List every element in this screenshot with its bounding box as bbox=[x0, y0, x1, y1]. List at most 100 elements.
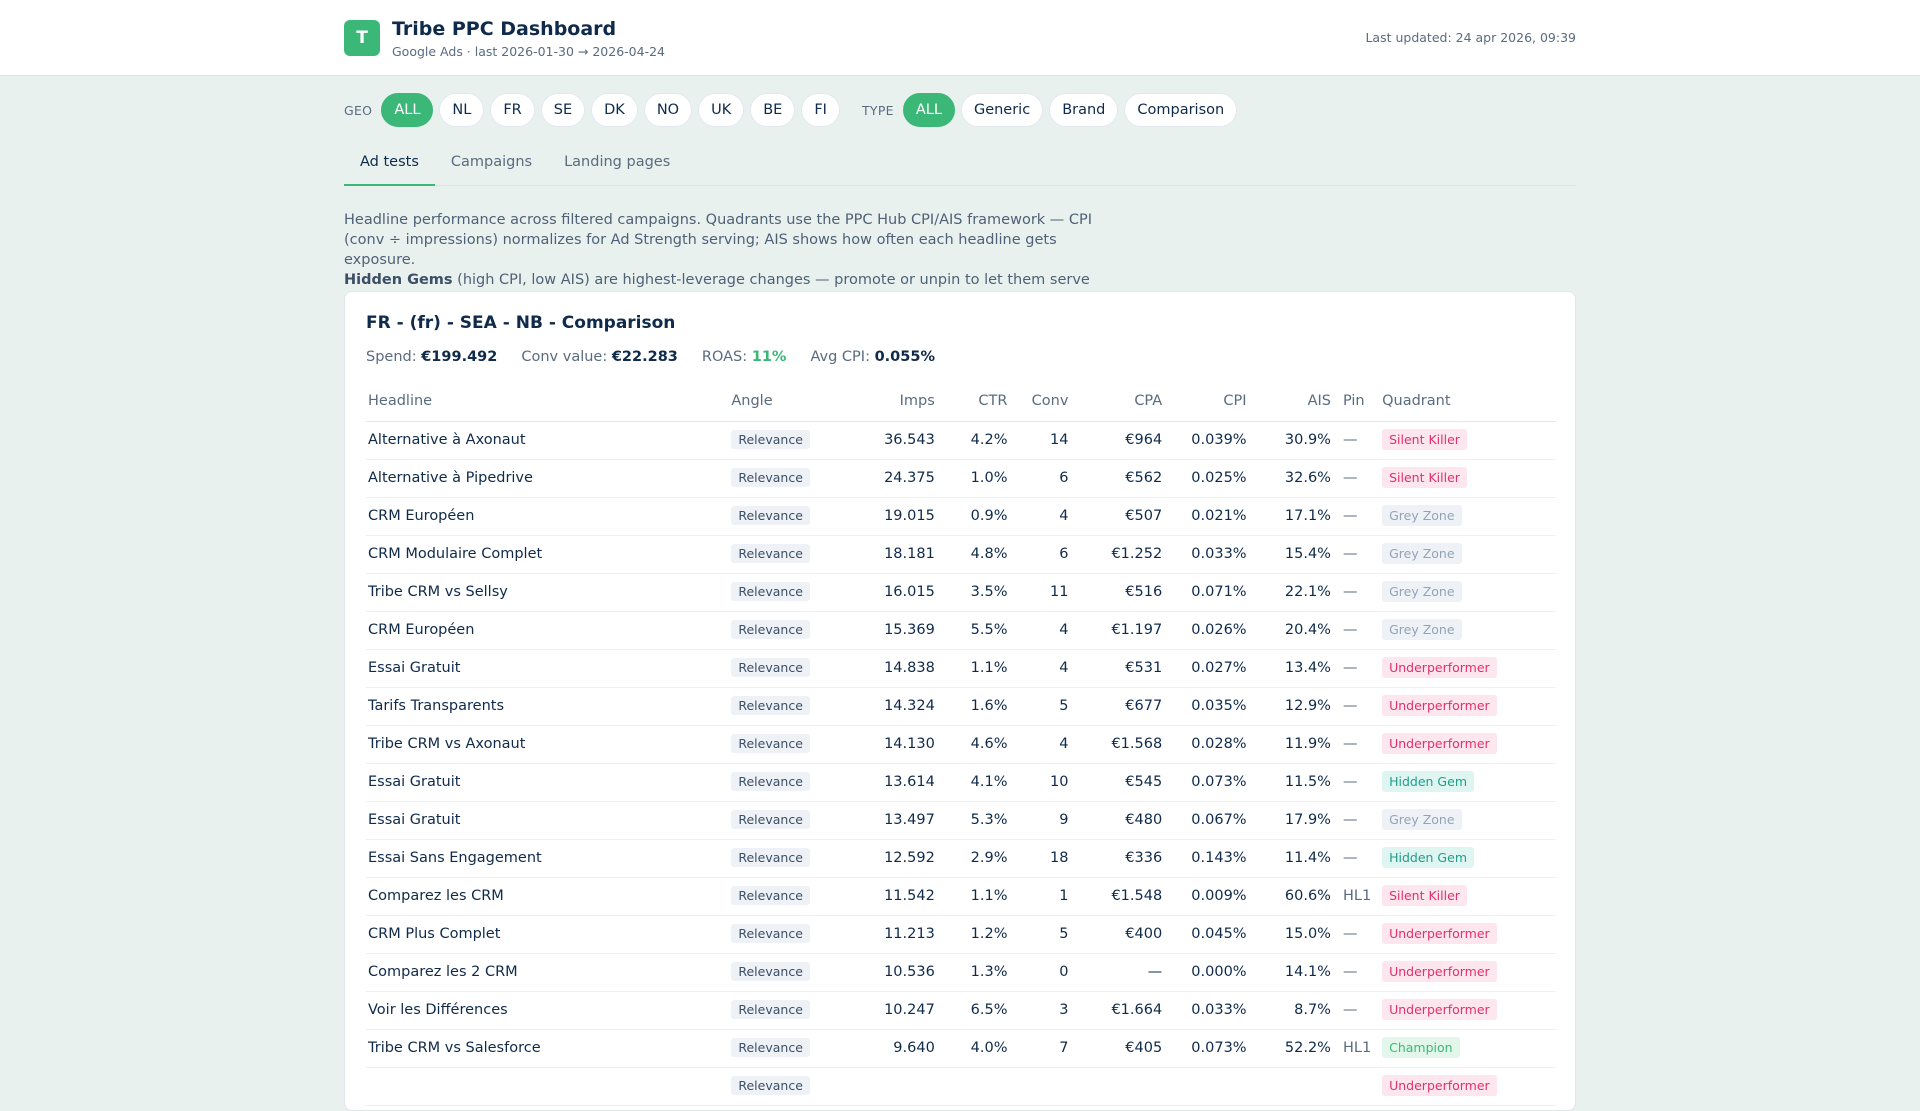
geo-filter-fi[interactable]: FI bbox=[801, 93, 840, 127]
cell-quadrant: Grey Zone bbox=[1380, 535, 1556, 574]
cell-ctr: 5.3% bbox=[936, 801, 1010, 840]
col-header-cpa[interactable]: CPA bbox=[1070, 381, 1165, 422]
quadrant-badge: Grey Zone bbox=[1382, 619, 1462, 640]
table-row[interactable]: Essai Gratuit Relevance 13.614 4.1% 10 €545 0.… bbox=[366, 763, 1556, 802]
cell-angle: Relevance bbox=[729, 915, 841, 954]
cell-conv: 0 bbox=[1009, 953, 1071, 992]
table-row[interactable]: Relevance Underperformer bbox=[366, 1067, 1556, 1106]
table-row[interactable]: CRM Modulaire Complet Relevance 18.181 4.8%… bbox=[366, 535, 1556, 574]
cell-imps: 14.130 bbox=[840, 725, 937, 764]
cell-ctr: 4.1% bbox=[936, 763, 1010, 802]
geo-filter-all[interactable]: ALL bbox=[381, 93, 434, 127]
cell-headline: CRM Plus Complet bbox=[366, 915, 730, 954]
cell-pin: — bbox=[1332, 497, 1381, 536]
col-header-quadrant[interactable]: Quadrant bbox=[1380, 381, 1556, 422]
table-row[interactable]: Essai Sans Engagement Relevance 12.592 2.9%… bbox=[366, 839, 1556, 878]
cell-quadrant: Underperformer bbox=[1380, 953, 1556, 992]
table-row[interactable]: Alternative à Axonaut Relevance 36.543 4.2%… bbox=[366, 421, 1556, 460]
quadrant-badge: Underperformer bbox=[1382, 733, 1497, 754]
description: Headline performance across filtered cam… bbox=[344, 212, 1093, 308]
type-filter-generic[interactable]: Generic bbox=[960, 93, 1044, 127]
table-row[interactable]: Essai Gratuit Relevance 14.838 1.1% 4 €531 0.0… bbox=[366, 649, 1556, 688]
geo-filter-dk[interactable]: DK bbox=[591, 93, 638, 127]
geo-label: GEO bbox=[344, 102, 373, 118]
cell-imps: 10.536 bbox=[840, 953, 937, 992]
cell-cpi: 0.009% bbox=[1164, 877, 1249, 916]
cell-ais: 30.9% bbox=[1248, 421, 1333, 460]
stat-spend: Spend: €199.492 bbox=[366, 349, 498, 365]
cell-cpi: 0.067% bbox=[1164, 801, 1249, 840]
cell-headline: Essai Gratuit bbox=[366, 763, 730, 802]
col-header-cpi[interactable]: CPI bbox=[1164, 381, 1249, 422]
table-row[interactable]: CRM Plus Complet Relevance 11.213 1.2% 5 €400… bbox=[366, 915, 1556, 954]
table-row[interactable]: Tarifs Transparents Relevance 14.324 1.6% 5 €… bbox=[366, 687, 1556, 726]
geo-filter-uk[interactable]: UK bbox=[698, 93, 745, 127]
cell-ais: 60.6% bbox=[1248, 877, 1333, 916]
cell-conv: 7 bbox=[1009, 1029, 1071, 1068]
geo-filter-be[interactable]: BE bbox=[750, 93, 796, 127]
geo-filter-fr[interactable]: FR bbox=[490, 93, 535, 127]
type-filter-all[interactable]: ALL bbox=[902, 93, 955, 127]
cell-conv: 4 bbox=[1009, 497, 1071, 536]
cell-ctr: 4.8% bbox=[936, 535, 1010, 574]
type-filter-brand[interactable]: Brand bbox=[1049, 93, 1119, 127]
table-row[interactable]: Tribe CRM vs Axonaut Relevance 14.130 4.6% 4… bbox=[366, 725, 1556, 764]
headline-table: Headline Angle Imps CTR Conv CPA CPI AIS Pin Quad… bbox=[366, 381, 1556, 1106]
angle-tag: Relevance bbox=[731, 810, 810, 829]
cell-quadrant: Underperformer bbox=[1380, 991, 1556, 1030]
angle-tag: Relevance bbox=[731, 1076, 810, 1095]
table-row[interactable]: Comparez les CRM Relevance 11.542 1.1% 1 €1.5… bbox=[366, 877, 1556, 916]
cell-cpa: €562 bbox=[1070, 459, 1165, 498]
cell-ais: 11.5% bbox=[1248, 763, 1333, 802]
col-header-conv[interactable]: Conv bbox=[1009, 381, 1071, 422]
geo-filter-no[interactable]: NO bbox=[643, 93, 693, 127]
cell-cpi: 0.027% bbox=[1164, 649, 1249, 688]
table-row[interactable]: Essai Gratuit Relevance 13.497 5.3% 9 €480 0.0… bbox=[366, 801, 1556, 840]
table-row[interactable]: Tribe CRM vs Sellsy Relevance 16.015 3.5% 11… bbox=[366, 573, 1556, 612]
col-header-pin[interactable]: Pin bbox=[1332, 381, 1381, 422]
cell-cpi: 0.071% bbox=[1164, 573, 1249, 612]
angle-tag: Relevance bbox=[731, 734, 810, 753]
geo-filter-nl[interactable]: NL bbox=[439, 93, 485, 127]
cell-ctr: 4.6% bbox=[936, 725, 1010, 764]
cell-ais: 14.1% bbox=[1248, 953, 1333, 992]
table-row[interactable]: CRM Européen Relevance 19.015 0.9% 4 €507 0.02… bbox=[366, 497, 1556, 536]
geo-filter-se[interactable]: SE bbox=[540, 93, 586, 127]
tab-ad-tests[interactable]: Ad tests bbox=[344, 148, 435, 186]
tab-landing-pages[interactable]: Landing pages bbox=[564, 154, 671, 170]
cell-ctr: 1.2% bbox=[936, 915, 1010, 954]
cell-pin: — bbox=[1332, 459, 1381, 498]
cell-ctr: 5.5% bbox=[936, 611, 1010, 650]
cell-headline: Essai Gratuit bbox=[366, 801, 730, 840]
table-row[interactable]: CRM Européen Relevance 15.369 5.5% 4 €1.197 0.… bbox=[366, 611, 1556, 650]
angle-tag: Relevance bbox=[731, 430, 810, 449]
quadrant-badge: Underperformer bbox=[1382, 923, 1497, 944]
table-row[interactable]: Alternative à Pipedrive Relevance 24.375 1.… bbox=[366, 459, 1556, 498]
quadrant-badge: Silent Killer bbox=[1382, 429, 1467, 450]
cell-quadrant: Hidden Gem bbox=[1380, 839, 1556, 878]
cell-cpa bbox=[1070, 1067, 1165, 1106]
cell-ctr: 1.1% bbox=[936, 877, 1010, 916]
stat-avg-cpi: Avg CPI: 0.055% bbox=[810, 349, 935, 365]
cell-ais: 15.0% bbox=[1248, 915, 1333, 954]
table-row[interactable]: Tribe CRM vs Salesforce Relevance 9.640 4.0… bbox=[366, 1029, 1556, 1068]
angle-tag: Relevance bbox=[731, 468, 810, 487]
type-filter-comparison[interactable]: Comparison bbox=[1124, 93, 1238, 127]
col-header-imps[interactable]: Imps bbox=[840, 381, 937, 422]
cell-cpi: 0.033% bbox=[1164, 535, 1249, 574]
cell-quadrant: Silent Killer bbox=[1380, 459, 1556, 498]
cell-conv: 4 bbox=[1009, 611, 1071, 650]
campaign-card: FR - (fr) - SEA - NB - Comparison Spend:… bbox=[344, 291, 1576, 1111]
col-header-ais[interactable]: AIS bbox=[1248, 381, 1333, 422]
table-row[interactable]: Voir les Différences Relevance 10.247 6.5% 3… bbox=[366, 991, 1556, 1030]
angle-tag: Relevance bbox=[731, 772, 810, 791]
cell-quadrant: Grey Zone bbox=[1380, 497, 1556, 536]
table-row[interactable]: Comparez les 2 CRM Relevance 10.536 1.3% 0—0… bbox=[366, 953, 1556, 992]
col-header-angle[interactable]: Angle bbox=[729, 381, 841, 422]
col-header-ctr[interactable]: CTR bbox=[936, 381, 1010, 422]
cell-cpi: 0.025% bbox=[1164, 459, 1249, 498]
tab-campaigns[interactable]: Campaigns bbox=[450, 154, 533, 170]
cell-ais: 17.1% bbox=[1248, 497, 1333, 536]
angle-tag: Relevance bbox=[731, 886, 810, 905]
col-header-headline[interactable]: Headline bbox=[366, 381, 730, 422]
